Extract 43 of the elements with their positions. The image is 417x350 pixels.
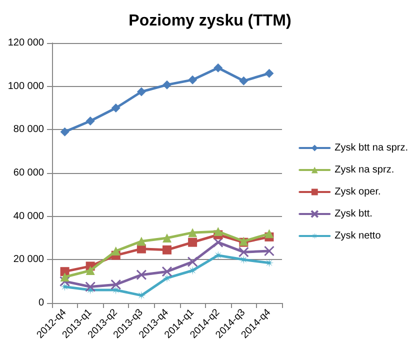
legend-label: Zysk na sprz. <box>334 164 394 176</box>
y-tick-label: 0 <box>38 298 44 308</box>
point <box>188 238 198 247</box>
point <box>188 75 198 84</box>
point <box>214 63 223 72</box>
point <box>111 104 120 112</box>
point <box>188 228 198 238</box>
point <box>264 229 274 238</box>
point <box>136 270 147 280</box>
point <box>86 266 95 275</box>
point <box>188 266 198 275</box>
legend-label: Zysk btt. <box>334 208 372 220</box>
chart-title: Poziomy zysku (TTM) <box>128 12 292 30</box>
point <box>60 272 70 282</box>
point <box>110 279 122 290</box>
legend-label: Zysk netto <box>334 230 382 242</box>
y-tick-label: 60 000 <box>13 168 44 178</box>
point <box>264 68 274 78</box>
point <box>187 256 198 268</box>
point <box>111 246 120 256</box>
y-tick-label: 100 000 <box>8 80 44 92</box>
point <box>136 236 146 246</box>
point <box>86 116 95 126</box>
legend-label: Zysk btt na sprz. <box>334 142 408 154</box>
point <box>162 245 172 254</box>
point <box>238 246 249 258</box>
point <box>264 246 274 256</box>
y-tick-label: 40 000 <box>13 210 44 222</box>
y-tick-label: 80 000 <box>13 124 44 136</box>
point <box>162 80 172 90</box>
point <box>214 227 223 236</box>
point <box>212 237 224 248</box>
point <box>136 87 146 96</box>
point <box>85 282 96 292</box>
point <box>162 266 172 277</box>
y-tick-label: 20 000 <box>13 254 44 266</box>
legend-label: Zysk oper. <box>334 186 381 198</box>
point <box>162 234 172 242</box>
point <box>60 127 70 136</box>
point <box>60 276 70 287</box>
point <box>239 76 248 86</box>
point <box>162 274 172 283</box>
y-tick-label: 120 000 <box>8 38 44 48</box>
